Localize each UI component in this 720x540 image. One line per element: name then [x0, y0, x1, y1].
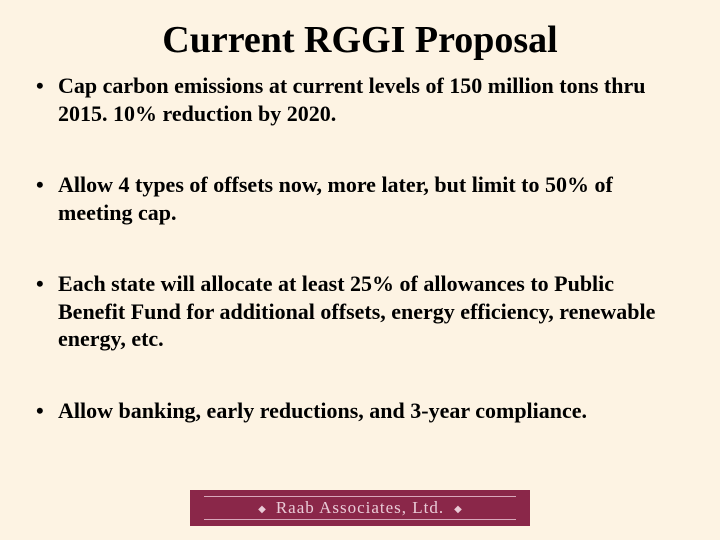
list-item: Allow 4 types of offsets now, more later…: [34, 171, 686, 226]
slide: Current RGGI Proposal Cap carbon emissio…: [0, 0, 720, 540]
diamond-icon: ◆: [448, 504, 468, 515]
list-item: Each state will allocate at least 25% of…: [34, 270, 686, 353]
list-item: Allow banking, early reductions, and 3-y…: [34, 397, 686, 425]
slide-title: Current RGGI Proposal: [0, 0, 720, 72]
footer-logo: ◆ Raab Associates, Ltd. ◆: [190, 490, 530, 526]
footer-logo-text: Raab Associates, Ltd.: [276, 498, 444, 517]
bullet-list: Cap carbon emissions at current levels o…: [0, 72, 720, 424]
footer-logo-inner: ◆ Raab Associates, Ltd. ◆: [204, 496, 517, 520]
list-item: Cap carbon emissions at current levels o…: [34, 72, 686, 127]
diamond-icon: ◆: [252, 504, 272, 515]
